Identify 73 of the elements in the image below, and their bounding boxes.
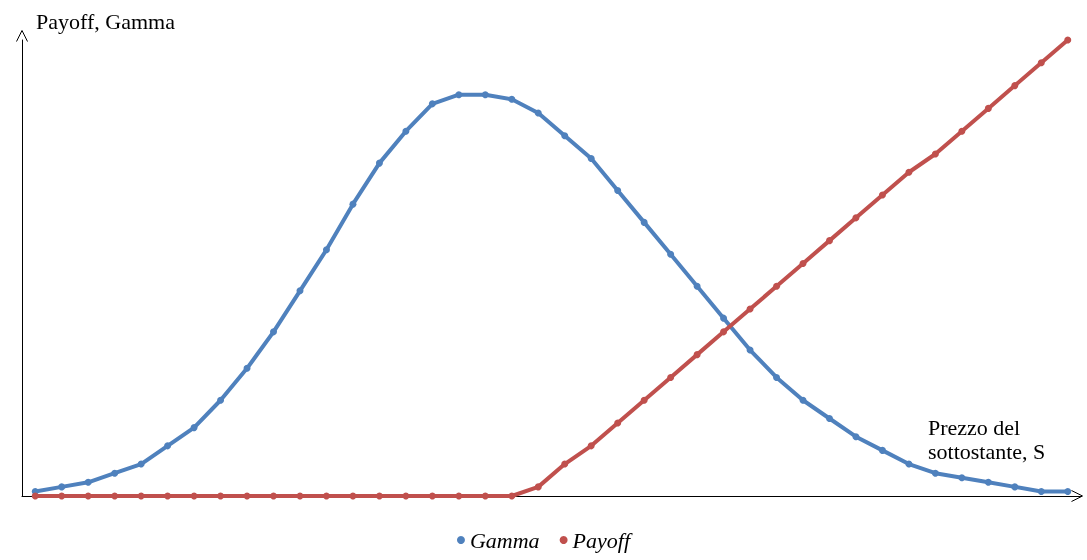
point: [58, 483, 66, 491]
point: [905, 168, 913, 176]
point: [773, 282, 781, 290]
point: [799, 396, 807, 404]
point: [455, 91, 463, 99]
point: [720, 314, 728, 322]
point: [84, 478, 92, 486]
point: [402, 127, 410, 135]
point: [375, 159, 383, 167]
point: [508, 492, 516, 500]
legend-label: Payoff: [571, 527, 633, 553]
point: [1011, 82, 1019, 90]
point: [534, 109, 542, 117]
point: [878, 446, 886, 454]
point: [825, 414, 833, 422]
point: [84, 492, 92, 500]
point: [614, 186, 622, 194]
point: [31, 492, 39, 500]
point: [931, 150, 939, 158]
y-axis-title: Payoff, Gamma: [36, 8, 176, 34]
point: [58, 492, 66, 500]
point: [614, 419, 622, 427]
point: [137, 460, 145, 468]
point: [958, 127, 966, 135]
point: [852, 214, 860, 222]
point: [111, 469, 119, 477]
point: [693, 282, 701, 290]
point: [825, 237, 833, 245]
point: [958, 474, 966, 482]
point: [852, 433, 860, 441]
point: [667, 250, 675, 258]
point: [1064, 36, 1072, 44]
point: [164, 442, 172, 450]
point: [693, 351, 701, 359]
point: [561, 132, 569, 140]
point: [773, 373, 781, 381]
point: [217, 396, 225, 404]
point: [428, 492, 436, 500]
point: [1037, 487, 1045, 495]
point: [481, 91, 489, 99]
point: [984, 478, 992, 486]
point: [878, 191, 886, 199]
point: [296, 287, 304, 295]
point: [720, 328, 728, 336]
x-axis-title: Prezzo del sottostante, S: [928, 414, 1046, 464]
point: [587, 155, 595, 163]
point: [508, 95, 516, 103]
point: [349, 200, 357, 208]
point: [534, 483, 542, 491]
point: [799, 259, 807, 267]
point: [243, 364, 251, 372]
point: [667, 373, 675, 381]
point: [640, 218, 648, 226]
legend-label: Gamma: [469, 527, 540, 553]
point: [270, 492, 278, 500]
point: [481, 492, 489, 500]
point: [322, 246, 330, 254]
point: [587, 442, 595, 450]
point: [375, 492, 383, 500]
point: [1037, 59, 1045, 67]
point: [931, 469, 939, 477]
point: [984, 104, 992, 112]
point: [1064, 487, 1072, 495]
point: [190, 424, 198, 432]
point: [1011, 483, 1019, 491]
point: [640, 396, 648, 404]
point: [164, 492, 172, 500]
point: [270, 328, 278, 336]
point: [322, 492, 330, 500]
point: [111, 492, 119, 500]
point: [428, 100, 436, 108]
point: [217, 492, 225, 500]
point: [561, 460, 569, 468]
